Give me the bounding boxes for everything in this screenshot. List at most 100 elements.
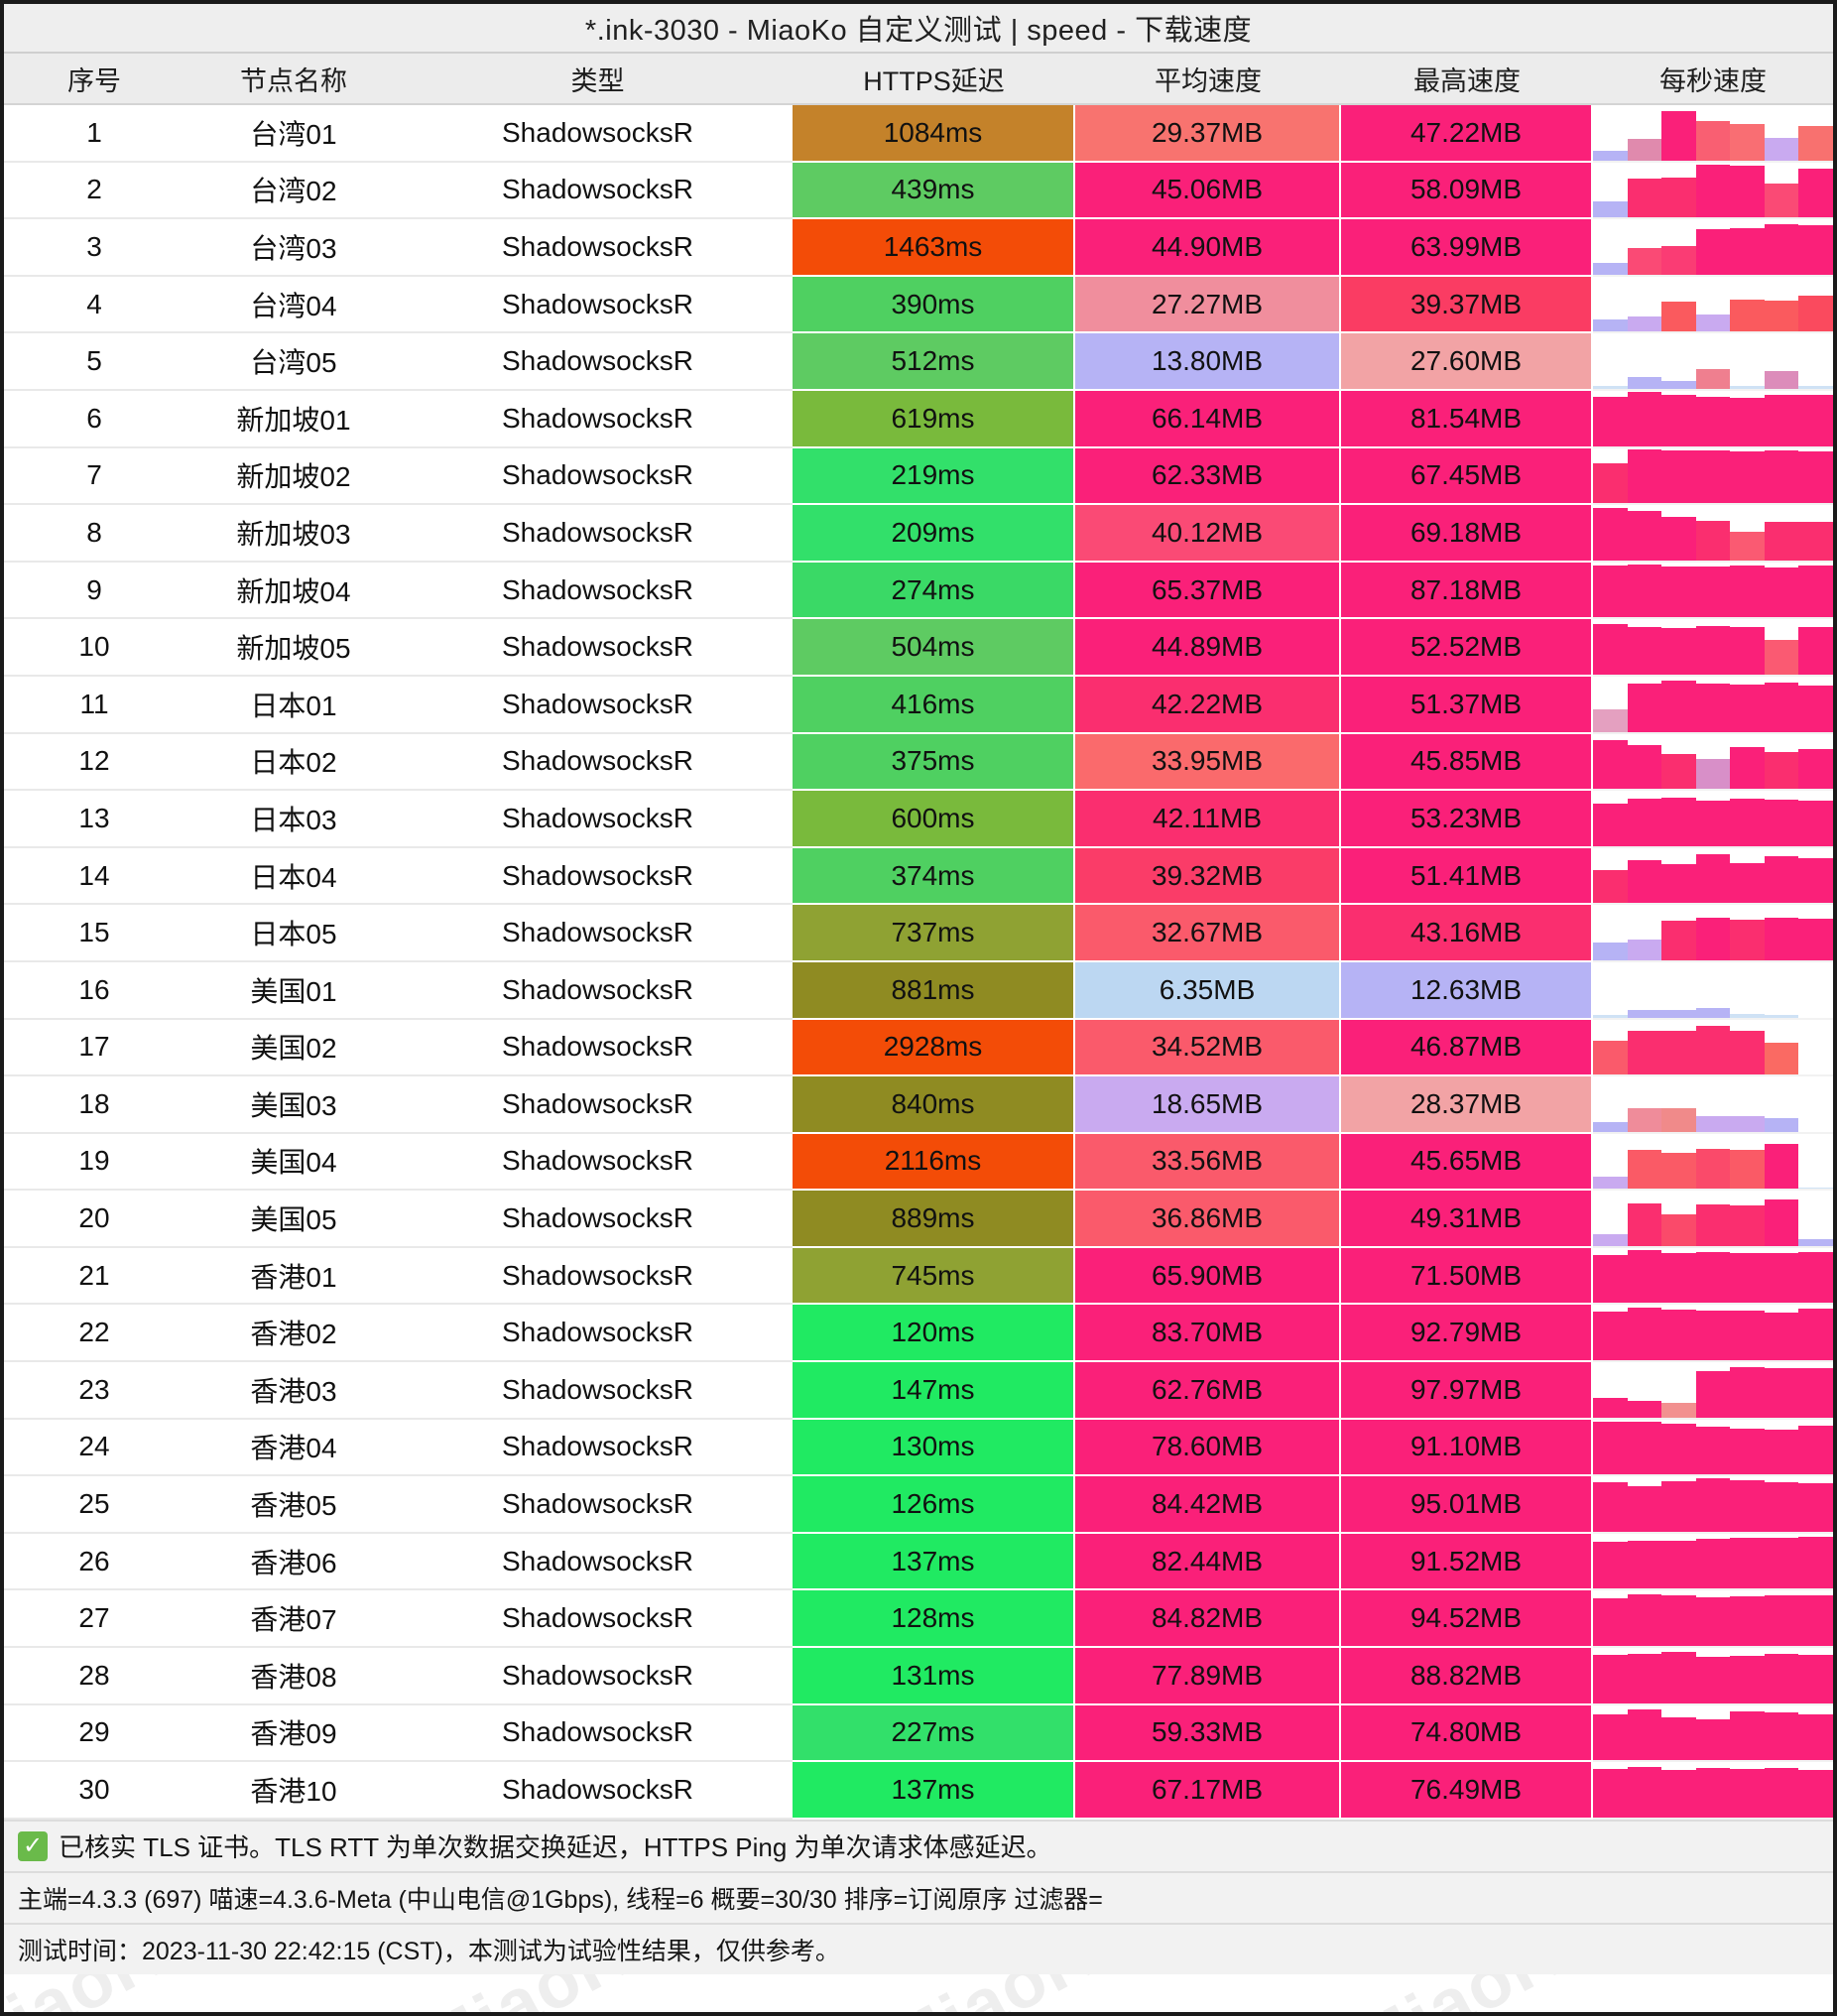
cell-type: ShadowsocksR	[403, 447, 793, 506]
cell-avg-speed: 29.37MB	[1075, 105, 1341, 163]
cell-max-speed: 69.18MB	[1341, 505, 1593, 563]
sparkline-bar	[1730, 1479, 1765, 1532]
table-row[interactable]: 29 香港09 ShadowsocksR 227ms 59.33MB 74.80MB	[4, 1704, 1833, 1763]
sparkline-bar	[1695, 1539, 1731, 1589]
table-row[interactable]: 3 台湾03 ShadowsocksR 1463ms 44.90MB 63.99MB	[4, 219, 1833, 277]
table-row[interactable]: 7 新加坡02 ShadowsocksR 219ms 62.33MB 67.45MB	[4, 447, 1833, 506]
table-row[interactable]: 19 美国04 ShadowsocksR 2116ms 33.56MB 45.65MB	[4, 1133, 1833, 1192]
cell-node-name: 台湾03	[184, 219, 403, 277]
cell-max-speed: 63.99MB	[1341, 219, 1593, 277]
cell-type: ShadowsocksR	[403, 961, 793, 1020]
cell-index: 3	[4, 219, 184, 277]
table-row[interactable]: 30 香港10 ShadowsocksR 137ms 67.17MB 76.49MB	[4, 1762, 1833, 1820]
table-row[interactable]: 25 香港05 ShadowsocksR 126ms 84.42MB 95.01MB	[4, 1476, 1833, 1534]
cell-avg-speed: 78.60MB	[1075, 1419, 1341, 1477]
column-header-per-second[interactable]: 每秒速度	[1659, 65, 1767, 96]
sparkline-bar	[1695, 1008, 1731, 1018]
column-header-type[interactable]: 类型	[570, 65, 625, 96]
sparkline-bar	[1798, 169, 1833, 218]
table-row[interactable]: 6 新加坡01 ShadowsocksR 619ms 66.14MB 81.54MB	[4, 390, 1833, 448]
cell-index: 17	[4, 1019, 184, 1077]
verified-note-text: 已核实 TLS 证书。TLS RTT 为单次数据交换延迟，HTTPS Ping …	[59, 1832, 1052, 1863]
sparkline-bar	[1695, 449, 1731, 504]
sparkline-bar	[1695, 1719, 1731, 1761]
column-header-avg-speed[interactable]: 平均速度	[1155, 65, 1262, 96]
table-row[interactable]: 10 新加坡05 ShadowsocksR 504ms 44.89MB 52.52MB	[4, 619, 1833, 677]
table-row[interactable]: 12 日本02 ShadowsocksR 375ms 33.95MB 45.85MB	[4, 733, 1833, 792]
cell-index: 22	[4, 1305, 184, 1363]
table-row[interactable]: 14 日本04 ShadowsocksR 374ms 39.32MB 51.41MB	[4, 847, 1833, 906]
cell-type: ShadowsocksR	[403, 219, 793, 277]
sparkline-bar	[1627, 392, 1662, 446]
cell-max-speed: 52.52MB	[1341, 619, 1593, 677]
cell-index: 14	[4, 847, 184, 906]
table-row[interactable]: 2 台湾02 ShadowsocksR 439ms 45.06MB 58.09MB	[4, 162, 1833, 220]
sparkline-bar	[1730, 1768, 1765, 1818]
table-row[interactable]: 4 台湾04 ShadowsocksR 390ms 27.27MB 39.37MB	[4, 276, 1833, 334]
sparkline-bar	[1593, 709, 1628, 732]
sparkline-bar	[1730, 1596, 1765, 1647]
cell-avg-speed: 18.65MB	[1075, 1076, 1341, 1134]
cell-index: 2	[4, 162, 184, 220]
sparkline-bar	[1730, 1311, 1765, 1361]
cell-index: 26	[4, 1533, 184, 1591]
table-row[interactable]: 23 香港03 ShadowsocksR 147ms 62.76MB 97.97MB	[4, 1362, 1833, 1420]
table-row[interactable]: 17 美国02 ShadowsocksR 2928ms 34.52MB 46.87MB	[4, 1019, 1833, 1077]
cell-avg-speed: 44.89MB	[1075, 619, 1341, 677]
table-row[interactable]: 8 新加坡03 ShadowsocksR 209ms 40.12MB 69.18MB	[4, 505, 1833, 563]
sparkline-bar	[1798, 566, 1833, 618]
cell-max-speed: 12.63MB	[1341, 961, 1593, 1020]
cell-node-name: 香港09	[184, 1704, 403, 1763]
cell-avg-speed: 13.80MB	[1075, 333, 1341, 391]
sparkline-bar	[1730, 531, 1765, 561]
cell-type: ShadowsocksR	[403, 905, 793, 962]
table-row[interactable]: 27 香港07 ShadowsocksR 128ms 84.82MB 94.52MB	[4, 1590, 1833, 1649]
cell-node-name: 香港08	[184, 1648, 403, 1705]
sparkline-bar	[1627, 1150, 1662, 1190]
table-row[interactable]: 11 日本01 ShadowsocksR 416ms 42.22MB 51.37MB	[4, 676, 1833, 734]
sparkline-bar	[1661, 920, 1696, 960]
table-row[interactable]: 24 香港04 ShadowsocksR 130ms 78.60MB 91.10MB	[4, 1419, 1833, 1477]
table-row[interactable]: 16 美国01 ShadowsocksR 881ms 6.35MB 12.63MB	[4, 961, 1833, 1020]
table-row[interactable]: 9 新加坡04 ShadowsocksR 274ms 65.37MB 87.18MB	[4, 562, 1833, 620]
table-row[interactable]: 13 日本03 ShadowsocksR 600ms 42.11MB 53.23MB	[4, 791, 1833, 848]
table-row[interactable]: 18 美国03 ShadowsocksR 840ms 18.65MB 28.37MB	[4, 1076, 1833, 1134]
sparkline-bar	[1661, 681, 1696, 732]
column-header-node-name[interactable]: 节点名称	[240, 65, 347, 96]
table-row[interactable]: 21 香港01 ShadowsocksR 745ms 65.90MB 71.50MB	[4, 1247, 1833, 1306]
sparkline-bar	[1593, 740, 1628, 790]
table-row[interactable]: 20 美国05 ShadowsocksR 889ms 36.86MB 49.31MB	[4, 1191, 1833, 1248]
table-row[interactable]: 5 台湾05 ShadowsocksR 512ms 13.80MB 27.60MB	[4, 333, 1833, 391]
cell-avg-speed: 44.90MB	[1075, 219, 1341, 277]
cell-per-second-sparkline	[1593, 447, 1833, 506]
column-header-latency[interactable]: HTTPS延迟	[863, 65, 1005, 96]
cell-node-name: 美国04	[184, 1133, 403, 1192]
sparkline-bar	[1661, 1403, 1696, 1418]
table-row[interactable]: 22 香港02 ShadowsocksR 120ms 83.70MB 92.79MB	[4, 1305, 1833, 1363]
sparkline-bar	[1798, 1239, 1833, 1246]
sparkline-bar	[1661, 1594, 1696, 1647]
sparkline-bar	[1695, 1597, 1731, 1647]
sparkline-bar	[1695, 165, 1731, 218]
sparkline-bar	[1593, 804, 1628, 846]
sparkline-bar	[1798, 1426, 1833, 1475]
column-header-index[interactable]: 序号	[67, 65, 121, 96]
sparkline-bar	[1695, 368, 1731, 389]
sparkline-bar	[1730, 1366, 1765, 1418]
table-row[interactable]: 1 台湾01 ShadowsocksR 1084ms 29.37MB 47.22MB	[4, 105, 1833, 163]
cell-latency: 131ms	[793, 1648, 1075, 1705]
cell-index: 10	[4, 619, 184, 677]
sparkline-bar	[1661, 753, 1696, 790]
cell-per-second-sparkline	[1593, 1133, 1833, 1192]
cell-max-speed: 95.01MB	[1341, 1476, 1593, 1534]
table-row[interactable]: 26 香港06 ShadowsocksR 137ms 82.44MB 91.52MB	[4, 1533, 1833, 1591]
table-row[interactable]: 28 香港08 ShadowsocksR 131ms 77.89MB 88.82MB	[4, 1648, 1833, 1705]
table-row[interactable]: 15 日本05 ShadowsocksR 737ms 32.67MB 43.16MB	[4, 905, 1833, 962]
column-header-max-speed[interactable]: 最高速度	[1413, 65, 1521, 96]
cell-max-speed: 47.22MB	[1341, 105, 1593, 163]
cell-type: ShadowsocksR	[403, 1762, 793, 1820]
cell-type: ShadowsocksR	[403, 733, 793, 792]
cell-avg-speed: 62.76MB	[1075, 1362, 1341, 1420]
sparkline-bar	[1730, 1253, 1765, 1304]
cell-per-second-sparkline	[1593, 1648, 1833, 1705]
